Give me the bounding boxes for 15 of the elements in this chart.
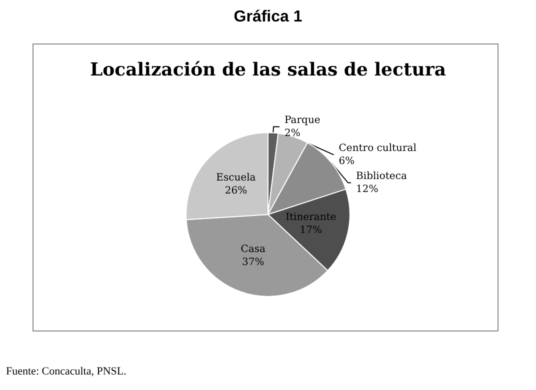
- data-label: 37%: [242, 256, 264, 268]
- chart-subtitle: Localización de las salas de lectura: [90, 60, 446, 80]
- slice-label: Escuela: [216, 172, 256, 184]
- data-label: 6%: [338, 156, 355, 167]
- data-label: 12%: [356, 184, 378, 195]
- slice-label: Centro cultural: [338, 142, 416, 154]
- slice-label: Parque: [284, 114, 320, 126]
- source-note: Fuente: Concaculta, PNSL.: [6, 366, 127, 378]
- slice-label: Casa: [240, 244, 266, 255]
- slice-label: Biblioteca: [356, 170, 407, 182]
- data-label: 17%: [300, 225, 322, 236]
- data-label: 2%: [284, 128, 300, 139]
- data-label: 26%: [224, 185, 248, 196]
- chart-title: Gráfica 1: [234, 8, 302, 26]
- slice-label: Itinerante: [286, 212, 336, 224]
